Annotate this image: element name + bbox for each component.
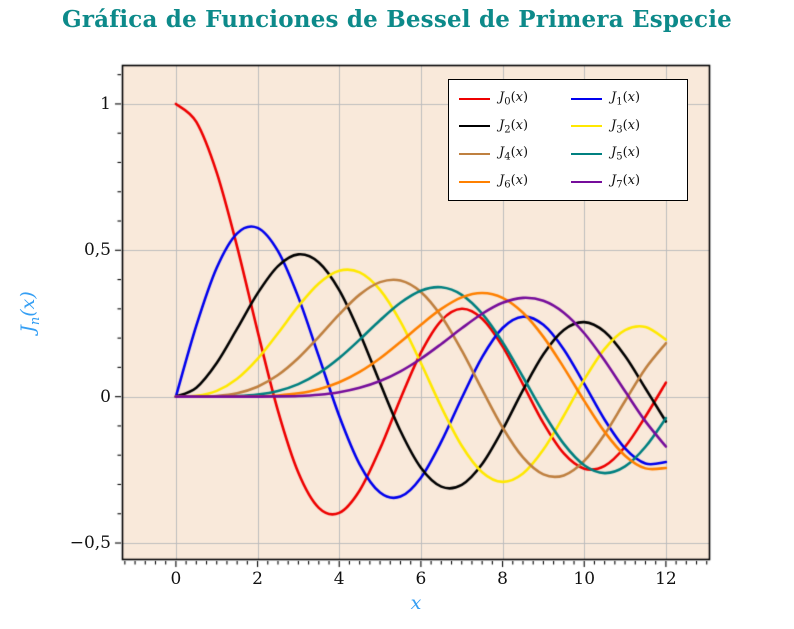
legend-line-swatch-J3 — [571, 125, 602, 128]
legend-line-swatch-J1 — [571, 97, 602, 100]
legend-item-J0: J0(x) — [459, 90, 565, 108]
x-axis-label-text: x — [410, 592, 422, 614]
legend-label-J1: J1(x) — [611, 90, 641, 108]
x-tick-label-6: 6 — [415, 569, 427, 589]
legend-line-swatch-J4 — [459, 152, 490, 155]
legend-line-swatch-J5 — [571, 152, 602, 155]
legend-item-J4: J4(x) — [459, 145, 565, 163]
y-axis-label-close-paren: ) — [17, 291, 40, 299]
x-tick-label-8: 8 — [497, 569, 508, 589]
y-tick-label-0: 0 — [100, 386, 111, 407]
legend-label-J7: J7(x) — [611, 172, 641, 191]
x-tick-label-4: 4 — [333, 569, 345, 589]
legend-label-J2: J2(x) — [499, 117, 529, 136]
legend-label-J5: J5(x) — [611, 145, 641, 163]
legend-line-swatch-J2 — [459, 125, 490, 128]
x-axis-label: x — [411, 592, 422, 614]
y-axis-label: Jn(x) — [17, 291, 43, 333]
y-axis-label-base: J — [17, 325, 40, 333]
y-tick-label-−0,5: −0,5 — [69, 533, 111, 554]
y-axis-label-var: x — [17, 298, 40, 310]
y-tick-label-1: 1 — [100, 93, 111, 114]
x-tick-label-2: 2 — [252, 569, 263, 589]
legend: J0(x) J1(x) J2(x) J3(x) J4(x) J5(x) J6(x) J7(x) — [448, 79, 688, 202]
legend-item-J2: J2(x) — [459, 117, 565, 136]
y-axis-label-open-paren: ( — [17, 309, 40, 317]
legend-item-J7: J7(x) — [571, 172, 677, 191]
legend-line-swatch-J7 — [571, 180, 602, 183]
legend-item-J3: J3(x) — [571, 117, 677, 136]
x-tick-label-10: 10 — [573, 569, 596, 589]
y-axis-label-sub: n — [27, 316, 43, 326]
legend-line-swatch-J6 — [459, 180, 490, 183]
x-tick-label-12: 12 — [655, 569, 677, 589]
legend-item-J1: J1(x) — [571, 90, 677, 108]
legend-label-J6: J6(x) — [499, 172, 529, 191]
x-tick-label-0: 0 — [170, 569, 182, 589]
legend-item-J5: J5(x) — [571, 145, 677, 163]
legend-line-swatch-J0 — [459, 97, 490, 100]
y-tick-label-0,5: 0,5 — [83, 240, 111, 261]
legend-label-J4: J4(x) — [499, 145, 529, 163]
legend-label-J0: J0(x) — [499, 90, 529, 108]
legend-label-J3: J3(x) — [611, 117, 641, 136]
legend-item-J6: J6(x) — [459, 172, 565, 191]
